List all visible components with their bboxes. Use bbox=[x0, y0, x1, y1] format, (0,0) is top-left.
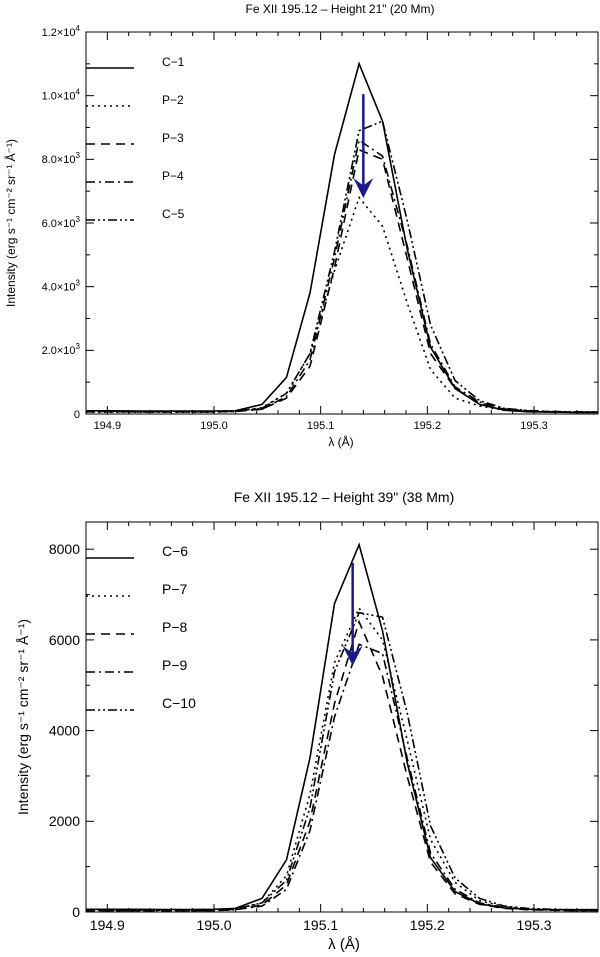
x-tick-label: 195.1 bbox=[303, 917, 338, 933]
series-line-5 bbox=[86, 611, 598, 911]
legend-label: P−3 bbox=[162, 131, 184, 145]
y-tick-label: 8000 bbox=[49, 541, 80, 557]
legend-label: P−8 bbox=[162, 619, 188, 635]
series-line-5 bbox=[86, 120, 599, 413]
x-axis-label: λ (Å) bbox=[328, 434, 353, 449]
series-line-4 bbox=[86, 643, 598, 912]
legend-label: P−4 bbox=[162, 169, 184, 183]
y-tick-label: 6000 bbox=[49, 632, 80, 648]
legend: C−6 P−7 P−8 P−9 C−10 bbox=[86, 543, 196, 711]
chart-bottom: Fe XII 195.12 – Height 39" (38 Mm) 194.9… bbox=[15, 489, 599, 953]
y-tick-label: 0 bbox=[74, 409, 80, 421]
legend: C−1 P−2 P−3 P−4 C−5 bbox=[86, 55, 185, 221]
x-tick-label: 195.1 bbox=[307, 420, 335, 432]
y-axis-label: Intensity (erg s⁻¹ cm⁻² sr⁻¹ Å⁻¹) bbox=[3, 139, 18, 307]
chart-top: Fe XII 195.12 – Height 21" (20 Mm) 194.9… bbox=[3, 2, 599, 449]
y-tick-label: 1.2×104 bbox=[42, 24, 81, 39]
legend-label: C−6 bbox=[162, 543, 188, 559]
axis-ticks: 194.9 195.0 195.1 195.2 195.3 0 2000 4000 6000 80… bbox=[49, 522, 599, 933]
x-tick-label: 194.9 bbox=[90, 917, 125, 933]
y-axis-label: Intensity (erg s⁻¹ cm⁻² sr⁻¹ Å⁻¹) bbox=[15, 619, 31, 815]
y-tick-label: 2000 bbox=[49, 813, 80, 829]
series-line-1 bbox=[86, 61, 598, 414]
legend-label: P−7 bbox=[162, 581, 188, 597]
chart-title: Fe XII 195.12 – Height 39" (38 Mm) bbox=[234, 489, 455, 505]
y-tick-label: 2.0×103 bbox=[42, 342, 81, 357]
legend-label: P−2 bbox=[162, 93, 184, 107]
legend-label: C−10 bbox=[162, 695, 196, 711]
legend-label: P−9 bbox=[162, 657, 188, 673]
x-tick-label: 195.2 bbox=[410, 917, 445, 933]
x-tick-label: 195.2 bbox=[414, 420, 442, 432]
x-axis-label: λ (Å) bbox=[328, 936, 360, 953]
x-tick-label: 195.3 bbox=[520, 420, 548, 432]
series-lines bbox=[86, 61, 599, 414]
y-tick-label: 6.0×103 bbox=[42, 215, 81, 230]
y-tick-label: 0 bbox=[72, 904, 80, 920]
y-tick-label: 1.0×104 bbox=[42, 88, 81, 103]
series-line-1 bbox=[86, 542, 598, 911]
y-tick-label: 4.0×103 bbox=[42, 279, 81, 294]
y-tick-label: 8.0×103 bbox=[42, 151, 81, 166]
legend-label: C−5 bbox=[162, 207, 185, 221]
x-tick-label: 195.3 bbox=[516, 917, 551, 933]
axis-ticks: 194.9 195.0 195.1 195.2 195.3 0 2.0×103 4.0×103… bbox=[42, 24, 599, 432]
series-lines bbox=[86, 542, 598, 912]
x-tick-label: 195.0 bbox=[196, 917, 231, 933]
legend-label: C−1 bbox=[162, 55, 185, 69]
series-line-3 bbox=[86, 148, 598, 413]
chart-title: Fe XII 195.12 – Height 21" (20 Mm) bbox=[245, 2, 434, 16]
y-tick-label: 4000 bbox=[49, 723, 80, 739]
x-tick-label: 195.0 bbox=[200, 420, 228, 432]
x-tick-label: 194.9 bbox=[94, 420, 122, 432]
